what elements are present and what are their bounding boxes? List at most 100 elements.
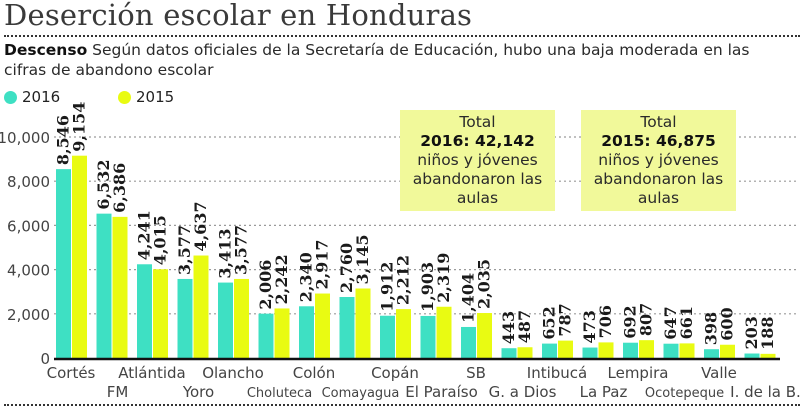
data-label-2016: 203 (742, 316, 761, 349)
total-2016-value: 2016: 42,142 (420, 132, 535, 150)
y-tick-label: 6,000 (7, 217, 50, 235)
bar-2015 (477, 313, 492, 358)
bar-2015 (679, 343, 695, 358)
bar-2015 (315, 293, 330, 358)
data-label-2015: 2,917 (313, 239, 332, 289)
x-category-label: Valle (701, 364, 737, 382)
legend-label-2016: 2016 (22, 88, 61, 106)
x-category-label: Colón (293, 364, 336, 382)
data-label-2016: 6,532 (94, 160, 113, 210)
x-category-label: Intibucá (527, 364, 587, 382)
total-box-2016: Total 2016: 42,142 niños y jóvenes aband… (400, 110, 555, 211)
data-label-2016: 8,546 (54, 115, 73, 165)
data-label-2015: 487 (515, 310, 534, 343)
bar-2015 (234, 278, 249, 358)
x-category-label: El Paraíso (405, 383, 478, 401)
bar-2015 (274, 308, 290, 358)
x-category-label: Copán (371, 364, 419, 382)
bar-2015 (558, 340, 573, 358)
data-label-2015: 2,242 (272, 254, 291, 304)
bar-2016 (258, 313, 274, 358)
bar-2016 (582, 347, 598, 358)
data-label-2015: 3,577 (232, 225, 251, 275)
total-2015-line5: aulas (637, 189, 680, 207)
bar-2015 (153, 269, 168, 358)
data-label-2016: 2,760 (337, 243, 356, 293)
bar-2016 (137, 264, 152, 358)
x-category-label: Lempira (608, 364, 669, 382)
bar-2016 (96, 213, 112, 358)
x-category-label: G. a Dios (489, 383, 557, 401)
data-label-2015: 9,154 (70, 102, 89, 152)
data-label-2016: 443 (499, 311, 518, 344)
bar-2016 (704, 349, 719, 358)
total-2016-line5: aulas (456, 189, 499, 207)
bar-2015 (760, 353, 776, 358)
bottom-divider (4, 404, 800, 406)
data-label-2016: 2,340 (297, 252, 316, 302)
x-category-label: SB (466, 364, 486, 382)
bar-2016 (299, 306, 314, 358)
bar-2016 (461, 326, 476, 358)
total-2016-heading: Total (459, 113, 496, 131)
subtitle-text: Según datos oficiales de la Secretaría d… (4, 41, 750, 79)
data-label-2016: 652 (540, 306, 559, 339)
chart-subtitle: Descenso Según datos oficiales de la Sec… (4, 40, 794, 80)
bar-2016 (501, 348, 517, 358)
x-category-label: Comayagua (322, 386, 400, 401)
data-label-2015: 4,015 (151, 215, 170, 265)
x-category-label: Yoro (182, 383, 214, 401)
y-tick-label: 0 (40, 350, 50, 368)
total-2016-line3: niños y jóvenes (417, 151, 538, 169)
data-label-2016: 692 (621, 305, 640, 338)
bar-2016 (663, 343, 679, 358)
total-2016-line4: abandonaron las (412, 170, 543, 188)
bar-2015 (436, 306, 452, 358)
bar-2015 (193, 255, 209, 358)
chart-title: Deserción escolar en Honduras (4, 0, 473, 32)
data-label-2015: 6,386 (110, 163, 129, 213)
data-label-2015: 188 (758, 316, 777, 349)
data-label-2016: 2,006 (256, 260, 275, 310)
data-label-2015: 661 (677, 306, 696, 339)
data-label-2015: 787 (556, 303, 575, 336)
x-category-label: Cortés (47, 364, 96, 382)
data-label-2016: 1,903 (418, 262, 437, 312)
legend-swatch-2016 (4, 90, 17, 104)
x-category-label: FM (107, 383, 129, 401)
bar-2015 (112, 216, 128, 358)
bar-2016 (420, 315, 436, 358)
bar-2016 (56, 169, 71, 358)
legend-label-2015: 2015 (136, 88, 175, 106)
data-label-2015: 2,035 (475, 259, 494, 309)
bar-2015 (517, 347, 533, 358)
title-divider (4, 35, 800, 37)
bar-2016 (218, 282, 233, 358)
total-2015-line4: abandonaron las (593, 170, 724, 188)
data-label-2015: 2,319 (434, 253, 453, 303)
bar-2016 (623, 342, 638, 358)
total-box-2015: Total 2015: 46,875 niños y jóvenes aband… (581, 110, 736, 211)
bar-2015 (598, 342, 614, 358)
data-label-2015: 2,212 (394, 255, 413, 305)
data-label-2015: 600 (718, 307, 737, 340)
data-label-2015: 4,637 (191, 201, 210, 251)
total-2015-line3: niños y jóvenes (598, 151, 719, 169)
data-label-2016: 3,413 (216, 228, 235, 278)
legend-item-2015: 2015 (118, 88, 174, 106)
bar-2016 (380, 315, 395, 358)
total-2015-value: 2015: 46,875 (601, 132, 716, 150)
bar-2015 (396, 309, 411, 358)
y-tick-label: 8,000 (7, 173, 50, 191)
data-label-2015: 706 (596, 305, 615, 338)
bar-2016 (177, 278, 193, 358)
subtitle-bold: Descenso (4, 41, 88, 59)
data-label-2015: 807 (637, 303, 656, 336)
bar-2016 (744, 353, 760, 358)
data-label-2016: 4,241 (135, 210, 154, 260)
x-category-label: Choluteca (247, 386, 312, 401)
x-category-label: Olancho (202, 364, 264, 382)
data-label-2016: 1,912 (378, 262, 397, 312)
data-label-2016: 3,577 (175, 225, 194, 275)
legend-swatch-2015 (118, 90, 131, 104)
